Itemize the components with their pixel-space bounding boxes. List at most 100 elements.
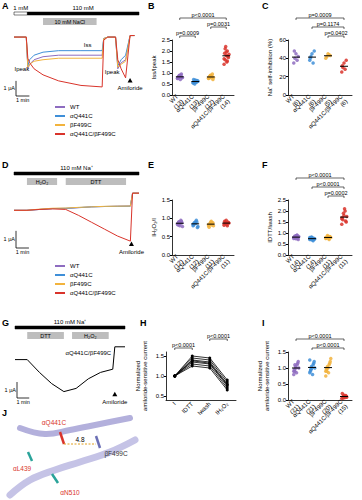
svg-text:1.5: 1.5 xyxy=(162,59,171,65)
svg-text:4.8: 4.8 xyxy=(75,436,84,443)
svg-text:p<0.0001: p<0.0001 xyxy=(308,333,331,339)
svg-text:αQ441C: αQ441C xyxy=(70,272,93,278)
svg-text:p<0.0001: p<0.0001 xyxy=(207,333,230,339)
svg-text:amiloride-sensitive current: amiloride-sensitive current xyxy=(142,341,148,411)
svg-text:1 μA: 1 μA xyxy=(5,387,17,393)
svg-text:2.0: 2.0 xyxy=(162,48,171,54)
svg-text:E: E xyxy=(148,160,154,170)
svg-text:IH₂O₂: IH₂O₂ xyxy=(214,400,230,416)
svg-text:Iwash: Iwash xyxy=(197,401,212,416)
svg-text:p<0.0001: p<0.0001 xyxy=(191,12,214,18)
svg-text:1.0: 1.0 xyxy=(156,373,165,379)
svg-text:p=0.0031: p=0.0031 xyxy=(207,21,230,27)
svg-text:2.5: 2.5 xyxy=(278,197,287,203)
svg-text:(15): (15) xyxy=(337,403,349,415)
svg-text:60: 60 xyxy=(279,37,286,43)
svg-text:αN510: αN510 xyxy=(60,489,80,496)
svg-text:110 mM: 110 mM xyxy=(73,5,94,11)
svg-text:G: G xyxy=(2,318,9,328)
svg-text:F: F xyxy=(262,160,268,170)
svg-text:J: J xyxy=(2,408,7,418)
svg-text:βF499C: βF499C xyxy=(104,450,128,458)
svg-text:0.0: 0.0 xyxy=(162,252,171,258)
svg-text:0.0: 0.0 xyxy=(162,92,171,98)
svg-text:2.5: 2.5 xyxy=(162,37,171,43)
svg-text:Normalized: Normalized xyxy=(135,361,141,391)
svg-text:αQ441C/βF499C: αQ441C/βF499C xyxy=(307,93,344,130)
svg-text:1.5: 1.5 xyxy=(278,219,287,225)
svg-text:Ipeak: Ipeak xyxy=(14,66,30,72)
svg-text:1 min: 1 min xyxy=(16,97,29,103)
svg-text:αQ441C/βF499C: αQ441C/βF499C xyxy=(70,131,116,137)
svg-text:WT: WT xyxy=(70,104,80,110)
svg-text:Amiloride: Amiloride xyxy=(119,249,145,255)
svg-text:p<0.0001: p<0.0001 xyxy=(316,181,339,187)
svg-text:(11): (11) xyxy=(219,258,230,269)
svg-text:amiloride-sensitive current: amiloride-sensitive current xyxy=(264,341,270,411)
svg-text:p<0.0001: p<0.0001 xyxy=(316,342,339,348)
svg-text:βF499C: βF499C xyxy=(70,122,92,128)
svg-text:(6): (6) xyxy=(339,98,348,107)
svg-text:Ipeak: Ipeak xyxy=(105,69,121,75)
svg-text:IDTT/Iwash: IDTT/Iwash xyxy=(267,212,273,243)
svg-text:0.0: 0.0 xyxy=(278,397,287,403)
svg-text:1 min: 1 min xyxy=(16,249,29,255)
svg-text:αL439: αL439 xyxy=(13,465,32,472)
svg-text:0.5: 0.5 xyxy=(278,241,287,247)
svg-text:WT: WT xyxy=(70,263,80,269)
svg-text:αQ441C: αQ441C xyxy=(70,113,93,119)
svg-text:Iss: Iss xyxy=(84,42,92,48)
svg-text:αQ441C/βF499C: αQ441C/βF499C xyxy=(307,398,344,435)
svg-text:1.5: 1.5 xyxy=(278,349,287,355)
svg-text:H: H xyxy=(140,318,147,328)
svg-text:0.5: 0.5 xyxy=(162,234,171,240)
svg-text:I: I xyxy=(262,318,265,328)
svg-text:DTT: DTT xyxy=(91,179,102,185)
svg-text:1.0: 1.0 xyxy=(278,230,287,236)
svg-text:A: A xyxy=(2,1,9,11)
svg-text:αQ441C/βF499C: αQ441C/βF499C xyxy=(189,93,226,130)
svg-text:(14): (14) xyxy=(219,98,231,110)
svg-text:p=0.0009: p=0.0009 xyxy=(308,12,331,18)
svg-text:B: B xyxy=(148,1,155,11)
svg-text:IDTT: IDTT xyxy=(181,401,195,415)
svg-text:p=0.1174: p=0.1174 xyxy=(317,21,340,27)
svg-text:Amiloride: Amiloride xyxy=(118,85,144,91)
svg-text:0.5: 0.5 xyxy=(162,81,171,87)
svg-text:0.0: 0.0 xyxy=(278,252,287,258)
svg-text:I: I xyxy=(171,401,177,407)
svg-text:1.0: 1.0 xyxy=(162,70,171,76)
svg-text:Amiloride: Amiloride xyxy=(102,399,128,405)
svg-text:αQ441C: αQ441C xyxy=(42,419,67,427)
svg-text:D: D xyxy=(2,160,9,170)
svg-text:1.0: 1.0 xyxy=(162,215,171,221)
svg-text:IH₂O₂/I: IH₂O₂/I xyxy=(151,218,157,237)
svg-text:20: 20 xyxy=(279,74,286,80)
svg-text:0: 0 xyxy=(283,92,287,98)
svg-text:Normalized: Normalized xyxy=(257,361,263,391)
svg-text:Iss/Ipeak: Iss/Ipeak xyxy=(151,54,157,79)
svg-text:H₂O₂: H₂O₂ xyxy=(36,179,49,185)
svg-text:0.5: 0.5 xyxy=(278,381,287,387)
svg-text:αQ441C/βF499C: αQ441C/βF499C xyxy=(66,350,112,356)
svg-text:10 mM NaCl: 10 mM NaCl xyxy=(55,19,86,25)
svg-text:1 μA: 1 μA xyxy=(4,85,16,91)
svg-text:2.0: 2.0 xyxy=(278,208,287,214)
svg-text:C: C xyxy=(262,1,269,11)
svg-text:βF499C: βF499C xyxy=(70,281,92,287)
svg-text:1.5: 1.5 xyxy=(156,353,165,359)
svg-text:p<0.0001: p<0.0001 xyxy=(308,172,331,178)
svg-text:αQ441C/βF499C: αQ441C/βF499C xyxy=(307,253,344,290)
svg-text:40: 40 xyxy=(279,55,286,61)
svg-text:Na⁺ self-inhibition (%): Na⁺ self-inhibition (%) xyxy=(267,39,273,96)
svg-text:p=0.0002: p=0.0002 xyxy=(324,190,347,196)
svg-text:1 μA: 1 μA xyxy=(4,236,16,242)
svg-text:αQ441C/βF499C: αQ441C/βF499C xyxy=(70,290,116,296)
svg-text:1 mM: 1 mM xyxy=(13,5,28,11)
svg-text:110 mM Na⁺: 110 mM Na⁺ xyxy=(60,165,93,171)
svg-text:0.5: 0.5 xyxy=(156,393,165,399)
svg-text:DTT: DTT xyxy=(40,333,51,339)
svg-text:H₂O₂: H₂O₂ xyxy=(84,333,97,339)
svg-text:1.5: 1.5 xyxy=(162,197,171,203)
svg-text:p=0.0009: p=0.0009 xyxy=(176,30,199,36)
